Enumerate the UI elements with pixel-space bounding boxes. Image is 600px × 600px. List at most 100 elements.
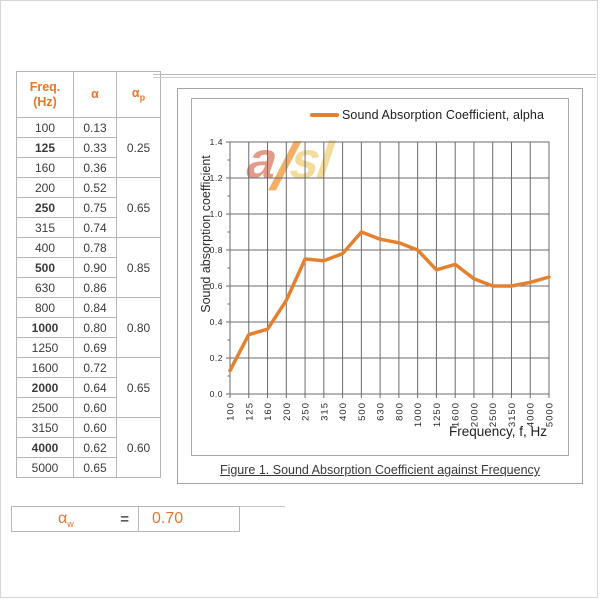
svg-text:1.0: 1.0: [210, 209, 223, 219]
freq-cell: 800: [16, 297, 74, 318]
alpha-cell: 0.13: [73, 117, 117, 138]
equals-sign: =: [120, 511, 129, 528]
absorption-table: Freq. (Hz) α αp 100 0.13 0.25 125 0.33 160 0.3…: [16, 71, 161, 478]
alpha-w-symbol: αw: [58, 510, 74, 530]
freq-cell: 2000: [16, 377, 74, 398]
alpha-cell: 0.72: [73, 357, 117, 378]
svg-text:250: 250: [301, 402, 312, 421]
header-alpha: α: [73, 71, 117, 118]
alpha-cell: 0.78: [73, 237, 117, 258]
freq-cell: 4000: [16, 437, 74, 458]
alpha-cell: 0.60: [73, 397, 117, 418]
alpha-cell: 0.60: [73, 417, 117, 438]
svg-text:1000: 1000: [413, 402, 424, 427]
line-chart: 0.0 0.2 0.4 0.6 0.8 1.0 1.2 1.4 100 125 160 200 250 3…: [210, 137, 556, 427]
svg-text:0.0: 0.0: [210, 389, 223, 399]
freq-cell: 630: [16, 277, 74, 298]
alpha-cell: 0.64: [73, 377, 117, 398]
freq-cell: 1250: [16, 337, 74, 358]
x-axis-title: Frequency, f, Hz: [448, 424, 547, 439]
svg-text:4000: 4000: [526, 402, 537, 427]
freq-cell: 3150: [16, 417, 74, 438]
alpha-cell: 0.86: [73, 277, 117, 298]
svg-text:200: 200: [282, 402, 293, 421]
svg-text:160: 160: [263, 402, 274, 421]
svg-text:1.4: 1.4: [210, 137, 223, 147]
svg-text:2500: 2500: [488, 402, 499, 427]
svg-text:100: 100: [226, 402, 237, 421]
freq-cell: 1000: [16, 317, 74, 338]
table-row: 4000 0.62: [16, 437, 161, 458]
svg-text:125: 125: [244, 402, 255, 421]
alpha-p-cell: 0.65: [116, 357, 161, 418]
alpha-w-value: 0.70: [152, 510, 184, 527]
svg-text:315: 315: [319, 402, 330, 421]
svg-text:1.2: 1.2: [210, 173, 223, 183]
alpha-cell: 0.80: [73, 317, 117, 338]
svg-text:5000: 5000: [545, 402, 556, 427]
table-header-row: Freq. (Hz) α αp: [16, 71, 161, 118]
table-row: 200 0.52 0.65: [16, 177, 161, 238]
alpha-p-cell: 0.65: [116, 177, 161, 238]
table-row: 400 0.78 0.85: [16, 237, 161, 298]
alpha-cell: 0.75: [73, 197, 117, 218]
svg-text:3150: 3150: [507, 402, 518, 427]
alpha-p-cell: 0.25: [116, 117, 161, 178]
table-row: 3150 0.60 0.60: [16, 417, 161, 478]
header-alpha-p: αp: [116, 71, 161, 118]
figure-box: a/sl 0.0 0.2 0.4 0.6 0.8 1.0 1.2 1.4 100 125 160 20…: [177, 88, 583, 484]
alpha-cell: 0.52: [73, 177, 117, 198]
svg-text:630: 630: [376, 402, 387, 421]
freq-cell: 100: [16, 117, 74, 138]
table-row: 2500 0.60: [16, 397, 161, 418]
freq-cell: 125: [16, 137, 74, 158]
top-divider: [153, 74, 596, 78]
svg-text:1600: 1600: [451, 402, 462, 427]
freq-cell: 5000: [16, 457, 74, 478]
table-row: 2000 0.64: [16, 377, 161, 398]
svg-text:1250: 1250: [432, 402, 443, 427]
svg-text:800: 800: [394, 402, 405, 421]
svg-text:400: 400: [338, 402, 349, 421]
alpha-w-label-cell: αw =: [11, 506, 139, 532]
header-freq-line1: Freq.: [29, 79, 61, 94]
alpha-cell: 0.36: [73, 157, 117, 178]
freq-cell: 2500: [16, 397, 74, 418]
table-row: 100 0.13 0.25: [16, 117, 161, 178]
table-row: 250 0.75: [16, 197, 161, 218]
table-row: 1000 0.80: [16, 317, 161, 338]
svg-text:0.4: 0.4: [210, 317, 223, 327]
header-freq: Freq. (Hz): [16, 71, 74, 118]
table-row: 1250 0.69: [16, 337, 161, 358]
freq-cell: 160: [16, 157, 74, 178]
alpha-cell: 0.69: [73, 337, 117, 358]
svg-text:0.8: 0.8: [210, 245, 223, 255]
table-row: 800 0.84 0.80: [16, 297, 161, 358]
alpha-cell: 0.74: [73, 217, 117, 238]
y-axis-title: Sound absorption coefficient: [199, 155, 213, 313]
alpha-p-cell: 0.85: [116, 237, 161, 298]
svg-text:500: 500: [357, 402, 368, 421]
freq-cell: 200: [16, 177, 74, 198]
alpha-cell: 0.62: [73, 437, 117, 458]
freq-cell: 500: [16, 257, 74, 278]
freq-cell: 315: [16, 217, 74, 238]
table-row: 5000 0.65: [16, 457, 161, 478]
svg-text:0.2: 0.2: [210, 353, 223, 363]
chart-area: a/sl 0.0 0.2 0.4 0.6 0.8 1.0 1.2 1.4 100 125 160 20…: [191, 98, 569, 456]
legend-label: Sound Absorption Coefficient, alpha: [342, 108, 545, 122]
svg-text:2000: 2000: [469, 402, 480, 427]
alpha-p-cell: 0.80: [116, 297, 161, 358]
table-row: 500 0.90: [16, 257, 161, 278]
header-freq-line2: (Hz): [33, 94, 57, 109]
freq-cell: 250: [16, 197, 74, 218]
alpha-cell: 0.33: [73, 137, 117, 158]
chart-legend: Sound Absorption Coefficient, alpha: [310, 108, 544, 122]
freq-cell: 400: [16, 237, 74, 258]
freq-cell: 1600: [16, 357, 74, 378]
alpha-cell: 0.90: [73, 257, 117, 278]
legend-line-swatch: [310, 113, 339, 117]
alpha-cell: 0.65: [73, 457, 117, 478]
alpha-w-result: αw = 0.70: [11, 506, 285, 532]
